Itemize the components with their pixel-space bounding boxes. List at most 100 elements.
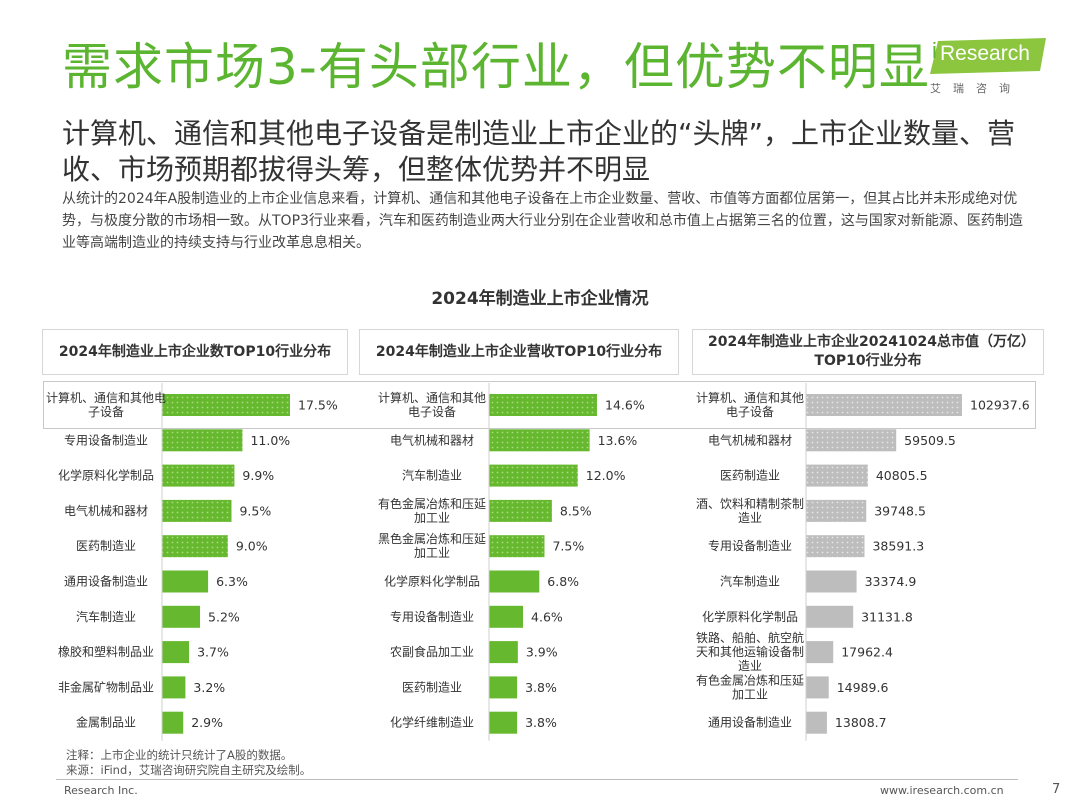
data-label: 14.6%	[605, 398, 645, 413]
data-label: 11.0%	[250, 433, 290, 448]
bar-market-value	[806, 676, 829, 699]
bar-revenue	[489, 605, 524, 628]
bar-companies	[162, 499, 232, 522]
data-label: 13808.7	[835, 715, 887, 730]
data-label: 33374.9	[865, 574, 917, 589]
category-label: 通用设备制造业	[708, 716, 792, 730]
category-label: 汽车制造业	[402, 468, 462, 483]
footer-website: www.iresearch.com.cn	[880, 784, 1004, 797]
data-label: 7.5%	[552, 539, 584, 554]
panel-title-market-value: 2024年制造业上市企业20241024总市值（万亿）TOP10行业分布	[692, 329, 1044, 375]
category-label: 有色金属冶炼和压延加工业	[378, 496, 486, 525]
bar-revenue	[489, 711, 518, 734]
category-label: 非金属矿物制品业	[58, 679, 154, 694]
bar-revenue	[489, 535, 545, 558]
logo-badge-icon	[930, 38, 1046, 74]
bar-companies	[162, 570, 209, 593]
category-label: 橡胶和塑料制品业	[58, 644, 154, 659]
logo-subtitle: 艾瑞咨询	[930, 82, 1022, 95]
top-row-highlight-box	[43, 381, 1036, 429]
panel-title-revenue: 2024年制造业上市企业营收TOP10行业分布	[359, 329, 679, 375]
data-label: 38591.3	[872, 539, 924, 554]
logo-prefix: i	[932, 38, 937, 63]
footer-company: Research Inc.	[64, 784, 138, 797]
data-label: 4.6%	[531, 609, 563, 624]
data-label: 8.5%	[560, 503, 592, 518]
logo-name: Research	[940, 42, 1030, 65]
source-line: 来源：iFind，艾瑞咨询研究院自主研究及绘制。	[66, 763, 312, 777]
panel-title-companies: 2024年制造业上市企业数TOP10行业分布	[42, 329, 348, 375]
bar-companies	[162, 605, 201, 628]
category-label: 黑色金属冶炼和压延加工业	[378, 531, 486, 560]
bar-revenue	[489, 641, 518, 664]
category-label: 汽车制造业	[720, 574, 780, 589]
category-label: 化学纤维制造业	[390, 715, 474, 730]
chart-companies: 17.5% 计算机、通信和其他电子设备 11.0% 专用设备制造业 9.9% 化学原料化学…	[46, 383, 338, 741]
category-label: 酒、饮料和精制茶制造业	[696, 496, 804, 525]
bar-market-value	[806, 641, 834, 664]
bar-market-value	[806, 429, 897, 452]
data-label: 6.8%	[547, 574, 579, 589]
chart-market-value: 102937.6 计算机、通信和其他电子设备 59509.5 电气机械和器材 40805…	[696, 383, 1030, 741]
category-label: 电气机械和器材	[390, 432, 474, 447]
bar-market-value	[806, 711, 827, 734]
bar-market-value	[806, 394, 962, 416]
data-label: 17.5%	[298, 398, 338, 413]
page-title: 需求市场3-有头部行业，但优势不明显	[62, 38, 930, 96]
category-label: 农副食品加工业	[390, 644, 474, 659]
chart-group-title: 2024年制造业上市企业情况	[431, 289, 649, 309]
note-line: 注释：上市企业的统计只统计了A股的数据。	[66, 748, 293, 762]
bar-market-value	[806, 499, 867, 522]
data-label: 5.2%	[208, 609, 240, 624]
category-label: 计算机、通信和其他电子设备	[696, 390, 804, 419]
data-label: 9.0%	[236, 539, 268, 554]
category-label: 医药制造业	[720, 469, 780, 483]
data-label: 3.8%	[525, 715, 557, 730]
data-label: 13.6%	[598, 433, 638, 448]
bar-market-value	[806, 605, 854, 628]
data-label: 17962.4	[841, 645, 893, 660]
category-label: 有色金属冶炼和压延加工业	[696, 672, 804, 701]
category-label: 电气机械和器材	[708, 432, 792, 447]
bar-revenue	[489, 429, 590, 452]
data-label: 102937.6	[970, 398, 1030, 413]
category-label: 通用设备制造业	[64, 575, 148, 589]
data-label: 3.8%	[525, 680, 557, 695]
bar-market-value	[806, 464, 868, 487]
category-label: 化学原料化学制品	[384, 574, 480, 589]
data-label: 6.3%	[216, 574, 248, 589]
data-label: 3.9%	[526, 645, 558, 660]
data-label: 9.5%	[239, 503, 271, 518]
page-subtitle: 计算机、通信和其他电子设备是制造业上市企业的“头牌”，上市企业数量、营收、市场预…	[62, 117, 1016, 186]
category-label: 汽车制造业	[76, 609, 136, 624]
bar-companies	[162, 641, 190, 664]
iresearch-logo: i Research 艾瑞咨询	[926, 38, 1050, 98]
chart-revenue: 14.6% 计算机、通信和其他电子设备 13.6% 电气机械和器材 12.0% 汽车制造业…	[378, 383, 645, 741]
bar-companies	[162, 535, 228, 558]
category-label: 医药制造业	[76, 539, 136, 553]
page-number: 7	[1052, 782, 1061, 797]
bar-companies	[162, 676, 186, 699]
category-label: 电气机械和器材	[64, 503, 148, 518]
bar-companies	[162, 711, 184, 734]
bar-market-value	[806, 535, 865, 558]
category-label: 计算机、通信和其他电子设备	[378, 390, 486, 419]
bar-companies	[162, 429, 243, 452]
category-label: 专用设备制造业	[64, 432, 148, 447]
bar-market-value	[806, 570, 857, 593]
bar-revenue	[489, 499, 552, 522]
category-label: 专用设备制造业	[708, 538, 792, 553]
data-label: 9.9%	[242, 468, 274, 483]
notes: 注释：上市企业的统计只统计了A股的数据。 来源：iFind，艾瑞咨询研究院自主研…	[66, 748, 311, 778]
page-description: 从统计的2024年A股制造业的上市企业信息来看，计算机、通信和其他电子设备在上市…	[62, 191, 1023, 251]
bar-companies	[162, 464, 235, 487]
bar-companies	[162, 394, 290, 416]
category-label: 医药制造业	[402, 680, 462, 694]
footer-divider	[56, 779, 1018, 780]
category-label: 化学原料化学制品	[58, 468, 154, 483]
data-label: 31131.8	[861, 609, 913, 624]
category-label: 金属制品业	[76, 715, 136, 730]
bar-revenue	[489, 570, 540, 593]
data-label: 3.7%	[197, 645, 229, 660]
